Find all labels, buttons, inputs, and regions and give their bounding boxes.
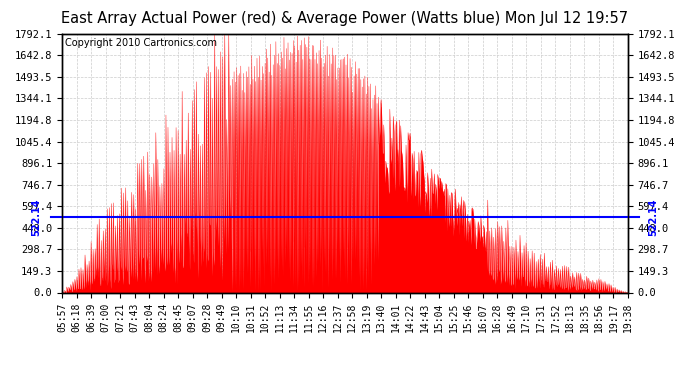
Text: Copyright 2010 Cartronics.com: Copyright 2010 Cartronics.com xyxy=(65,38,217,48)
Text: 522.14: 522.14 xyxy=(32,198,41,236)
Text: East Array Actual Power (red) & Average Power (Watts blue) Mon Jul 12 19:57: East Array Actual Power (red) & Average … xyxy=(61,11,629,26)
Text: 522.14: 522.14 xyxy=(649,198,658,236)
